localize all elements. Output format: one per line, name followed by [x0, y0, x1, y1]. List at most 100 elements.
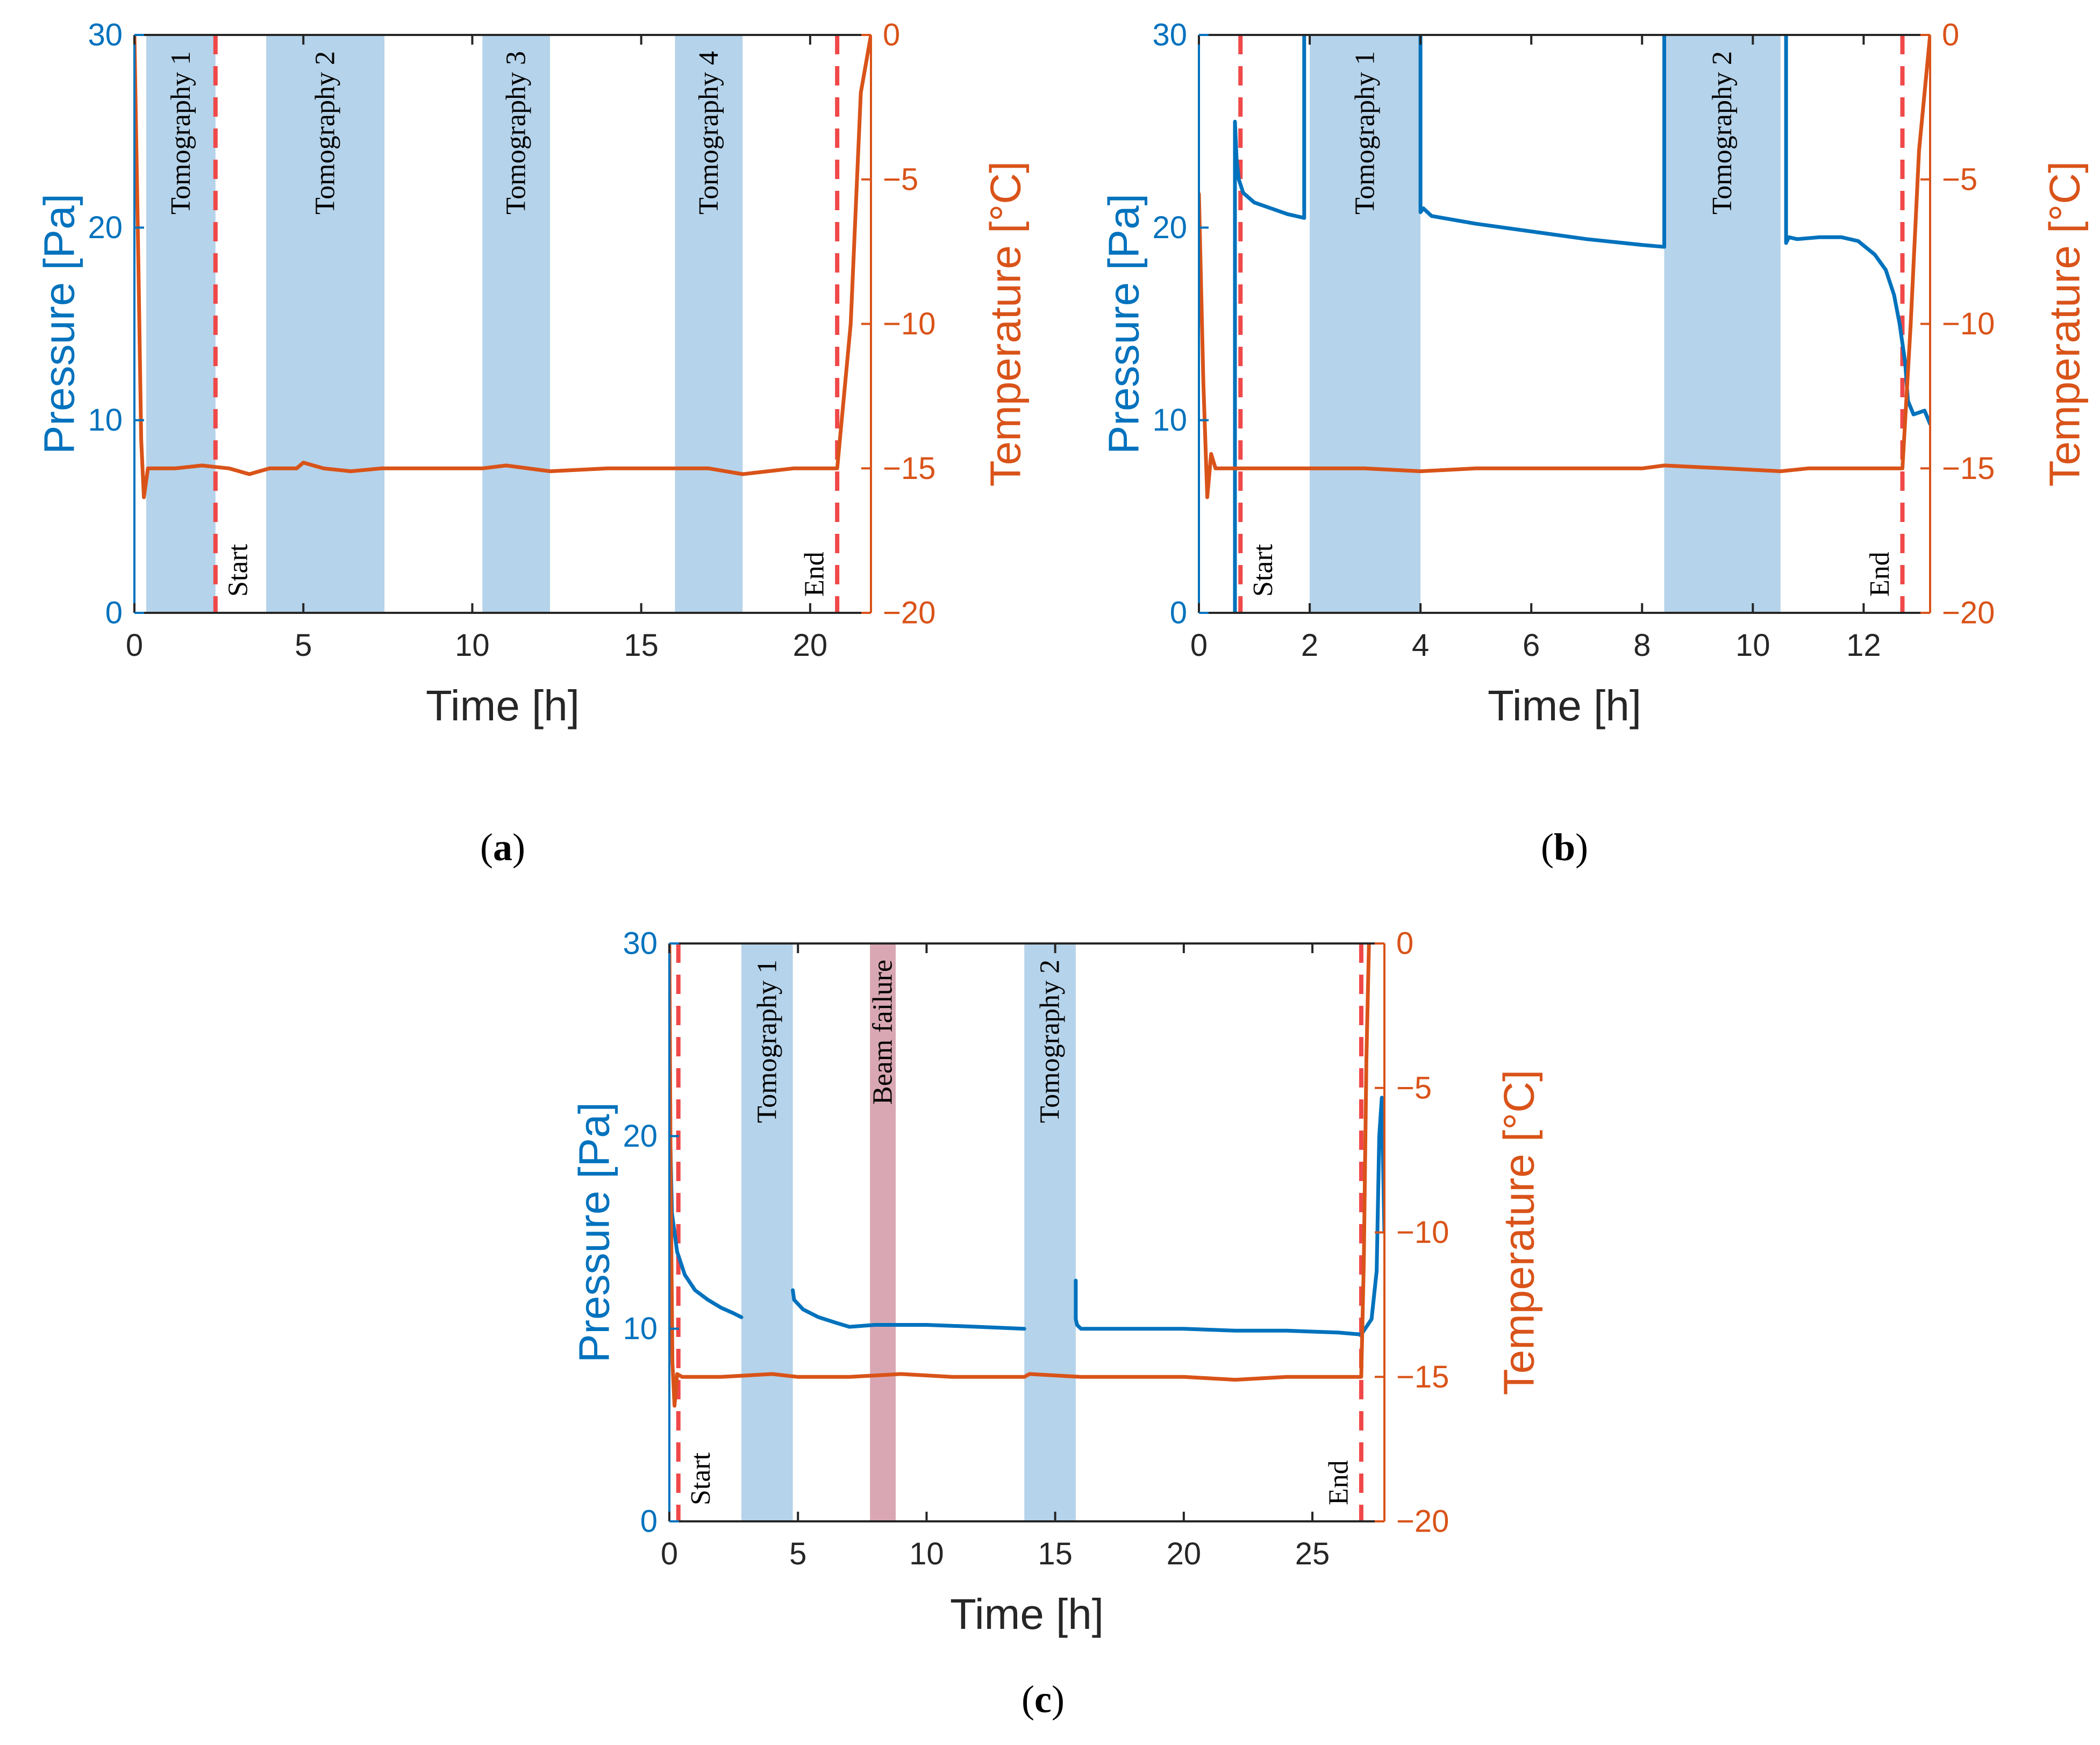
y-axis-left-title: Pressure [Pa] [570, 1102, 618, 1363]
x-axis-title: Time [h] [1488, 682, 1641, 730]
caption-close: ) [1052, 1678, 1065, 1721]
x-tick-label: 12 [1846, 628, 1881, 663]
y-right-tick-label: −10 [1396, 1215, 1449, 1250]
x-tick-label: 5 [789, 1536, 806, 1571]
y-left-tick-label: 0 [640, 1504, 658, 1539]
band-label: Tomography 1 [166, 51, 196, 214]
band-tomography [1310, 35, 1421, 613]
x-tick-label: 6 [1523, 628, 1540, 663]
caption-open: ( [480, 826, 493, 869]
x-axis-title: Time [h] [426, 682, 580, 730]
band-tomography [146, 35, 216, 613]
y-right-tick-label: −10 [883, 306, 935, 341]
pressure-line [669, 1096, 744, 1319]
pressure-line [1074, 1096, 1384, 1336]
panel-b: Tomography 1 Tomography 2 Start End 0 2 4 6 8 1… [1100, 18, 2089, 869]
band-tomography [675, 35, 743, 613]
caption-letter: c [1034, 1678, 1052, 1721]
x-tick-label: 0 [126, 628, 143, 663]
marker-label: End [1323, 1460, 1354, 1505]
temperature-line [134, 35, 871, 499]
markers-layer: Start End [213, 35, 840, 613]
y-left-tick-label: 30 [88, 18, 123, 53]
marker-label: Start [685, 1452, 716, 1505]
band-tomography [1024, 943, 1076, 1521]
x-tick-label: 8 [1633, 628, 1651, 663]
panel-a: Tomography 1 Tomography 2 Tomography 3 Tomo… [35, 18, 1030, 869]
bands-layer: Tomography 1 Beam failure Tomography 2 [741, 943, 1076, 1521]
markers-layer: Start End [1238, 35, 1905, 613]
band-label: Tomography 2 [1035, 960, 1066, 1123]
y-right-tick-label: 0 [1942, 18, 1959, 53]
panel-caption: (a) [480, 826, 525, 869]
panel-caption: (c) [1022, 1678, 1065, 1721]
y-right-tick-label: 0 [1396, 926, 1413, 961]
panel-caption: (b) [1541, 826, 1588, 869]
caption-close: ) [512, 826, 525, 869]
x-tick-label: 25 [1295, 1536, 1330, 1571]
marker-label: End [799, 552, 830, 597]
x-tick-label: 15 [624, 628, 659, 663]
series-layer [134, 35, 871, 499]
y-left-tick-label: 20 [88, 210, 123, 245]
series-layer [1199, 35, 1930, 613]
x-axis-title: Time [h] [950, 1590, 1104, 1638]
x-tick-label: 20 [793, 628, 828, 663]
x-tick-label: 15 [1038, 1536, 1073, 1571]
axes-frame [1198, 34, 1931, 614]
y-right-tick-label: −15 [1942, 451, 1995, 486]
pressure-line [1233, 119, 1306, 613]
marker-label: Start [1248, 543, 1278, 597]
y-left-tick-label: 10 [1152, 403, 1187, 438]
band-tomography [1664, 35, 1781, 613]
x-tick-label: 20 [1167, 1536, 1202, 1571]
marker-label: Start [223, 543, 253, 597]
x-tick-label: 5 [295, 628, 312, 663]
band-tomography [266, 35, 385, 613]
y-left-tick-label: 20 [623, 1119, 658, 1154]
y-left-tick-label: 10 [623, 1311, 658, 1346]
bands-layer: Tomography 1 Tomography 2 Tomography 3 Tomo… [146, 35, 743, 613]
markers-layer: Start End [676, 943, 1363, 1521]
bands-layer: Tomography 1 Tomography 2 [1310, 35, 1781, 613]
ticks-layer: 0 5 10 15 20 25 0 10 20 30 −20 −15 −10 −5 0 [623, 926, 1449, 1572]
y-right-tick-label: −5 [1942, 162, 1977, 197]
y-right-tick-label: −20 [1396, 1504, 1449, 1539]
band-label: Tomography 1 [1350, 51, 1381, 214]
y-left-tick-label: 0 [105, 596, 123, 631]
band-tomography [482, 35, 550, 613]
caption-letter: a [493, 826, 512, 869]
band-tomography [741, 943, 793, 1521]
y-right-tick-label: 0 [883, 18, 900, 53]
y-left-tick-label: 30 [623, 926, 658, 961]
x-tick-label: 4 [1412, 628, 1429, 663]
x-tick-label: 10 [455, 628, 490, 663]
y-axis-right-title: Temperature [°C] [2041, 161, 2089, 487]
caption-close: ) [1575, 826, 1588, 869]
x-tick-label: 10 [909, 1536, 944, 1571]
y-right-tick-label: −15 [1396, 1360, 1449, 1394]
y-left-tick-label: 20 [1152, 210, 1187, 245]
y-right-tick-label: −20 [1942, 596, 1995, 631]
marker-label: End [1865, 552, 1895, 597]
temperature-line [1199, 35, 1930, 499]
panel-c: Tomography 1 Beam failure Tomography 2 Sta… [570, 926, 1543, 1721]
y-left-tick-label: 30 [1152, 18, 1187, 53]
y-right-tick-label: −5 [1396, 1070, 1432, 1105]
band-label: Tomography 2 [1707, 51, 1738, 214]
y-axis-left-title: Pressure [Pa] [35, 194, 83, 454]
y-axis-left-title: Pressure [Pa] [1100, 194, 1148, 454]
ticks-layer: 0 5 10 15 20 0 10 20 30 −20 −15 −10 −5 0 [88, 18, 935, 663]
pressure-line [1418, 35, 1666, 249]
y-left-tick-label: 0 [1170, 596, 1187, 631]
band-failure [870, 943, 896, 1521]
y-axis-right-title: Temperature [°C] [1495, 1070, 1543, 1396]
y-axis-right-title: Temperature [°C] [982, 161, 1030, 487]
temperature-line [669, 943, 1371, 1408]
band-label: Tomography 1 [752, 960, 782, 1123]
band-label: Tomography 3 [501, 51, 532, 214]
x-tick-label: 0 [1190, 628, 1208, 663]
y-right-tick-label: −5 [883, 162, 918, 197]
caption-open: ( [1541, 826, 1554, 869]
